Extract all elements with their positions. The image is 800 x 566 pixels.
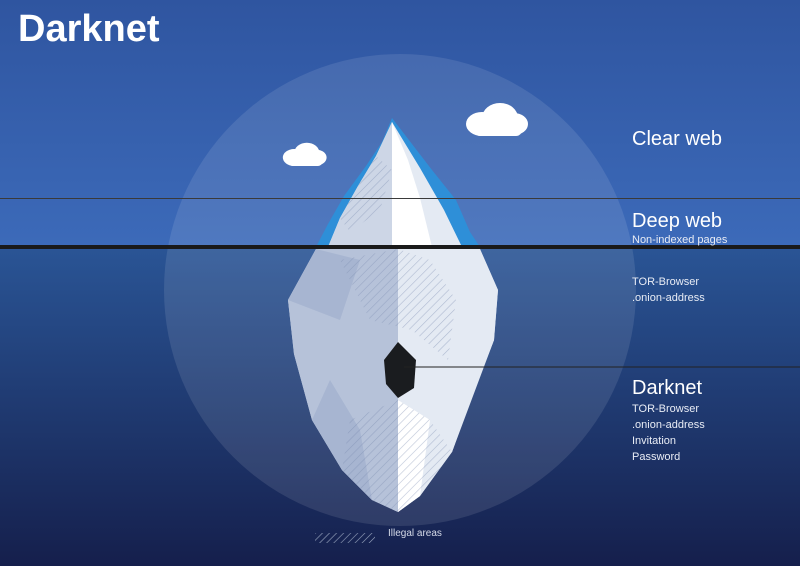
deep-web-subtitle: Non-indexed pages — [632, 234, 727, 246]
darknet-details: TOR-Browser.onion-addressInvitationPassw… — [632, 401, 705, 465]
deep-web-title: Deep web — [632, 210, 722, 233]
detail-item: .onion-address — [632, 290, 705, 306]
darknet-title: Darknet — [632, 377, 702, 400]
detail-item: TOR-Browser — [632, 401, 705, 417]
upper-divider-line — [0, 198, 800, 199]
legend-swatch — [315, 530, 375, 540]
cloud-icon — [466, 103, 528, 136]
detail-item: Password — [632, 449, 705, 465]
deep-web-details: TOR-Browser.onion-address — [632, 274, 705, 306]
infographic-canvas: Darknet Clear web Deep web Non-indexed p… — [0, 0, 800, 566]
detail-item: Invitation — [632, 433, 705, 449]
legend-label: Illegal areas — [388, 528, 442, 539]
page-title: Darknet — [18, 8, 160, 51]
detail-item: .onion-address — [632, 417, 705, 433]
detail-item: TOR-Browser — [632, 274, 705, 290]
cloud-icon — [283, 143, 327, 166]
clear-web-title: Clear web — [632, 128, 722, 151]
